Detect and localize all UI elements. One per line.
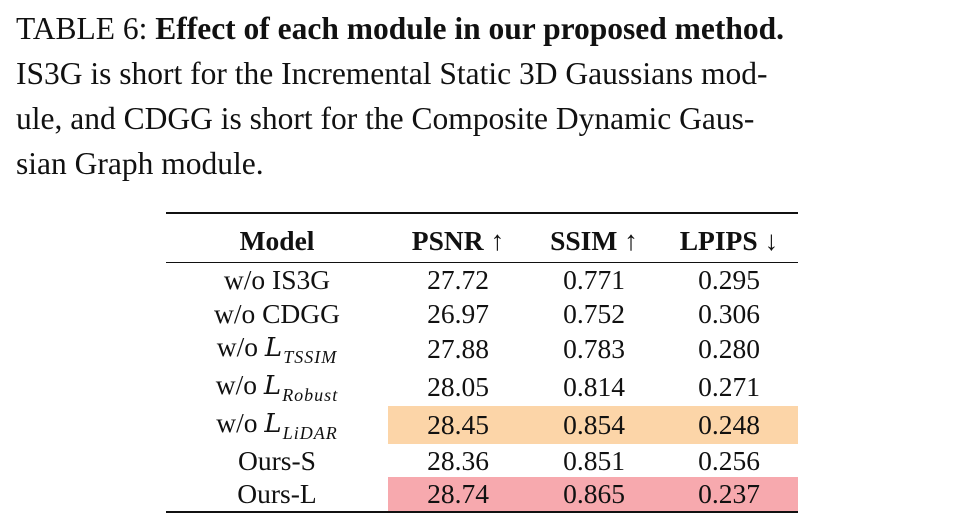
table-row: w/o CDGG 26.97 0.752 0.306 bbox=[166, 297, 798, 331]
model-cell: Ours-L bbox=[166, 477, 388, 512]
ssim-cell: 0.814 bbox=[563, 371, 625, 403]
loss-subscript: TSSIM bbox=[283, 347, 338, 368]
table-row: Ours-S 28.36 0.851 0.256 bbox=[166, 444, 798, 478]
caption-line-4: sian Graph module. bbox=[16, 146, 264, 181]
model-cell: w/o LLiDAR bbox=[166, 406, 388, 444]
model-cell: w/o CDGG bbox=[166, 297, 388, 331]
psnr-cell: 28.36 bbox=[427, 444, 489, 476]
loss-symbol: L bbox=[264, 408, 283, 439]
results-table-wrapper: Model PSNR ↑ SSIM ↑ LPIPS ↓ w/o IS3G 27.… bbox=[166, 212, 798, 513]
header-model: Model bbox=[239, 225, 315, 256]
loss-subscript: LiDAR bbox=[282, 422, 338, 443]
psnr-cell-best: 28.74 bbox=[388, 477, 528, 512]
table-row: w/o IS3G 27.72 0.771 0.295 bbox=[166, 263, 798, 297]
model-name: Ours-L bbox=[237, 478, 317, 510]
loss-symbol: L bbox=[263, 371, 283, 402]
caption-title: Effect of each module in our proposed me… bbox=[155, 11, 785, 46]
lpips-cell: 0.271 bbox=[698, 371, 760, 403]
model-prefix: w/o bbox=[216, 406, 265, 438]
lpips-cell-best: 0.237 bbox=[660, 477, 798, 512]
caption-line-3: ule, and CDGG is short for the Composite… bbox=[16, 101, 755, 136]
header-lpips: LPIPS ↓ bbox=[679, 225, 779, 256]
psnr-cell: 27.72 bbox=[427, 264, 489, 295]
model-name: w/o CDGG bbox=[213, 297, 341, 329]
loss-subscript: Robust bbox=[282, 385, 339, 406]
ablation-table: Model PSNR ↑ SSIM ↑ LPIPS ↓ w/o IS3G 27.… bbox=[166, 212, 798, 513]
caption-line-1: TABLE 6: Effect of each module in our pr… bbox=[16, 6, 966, 51]
table-row: w/o LRobust 28.05 0.814 0.271 bbox=[166, 368, 798, 406]
model-cell: w/o LRobust bbox=[166, 368, 388, 406]
caption-label: TABLE 6: bbox=[16, 11, 148, 46]
model-prefix: w/o bbox=[215, 369, 264, 401]
table-caption: TABLE 6: Effect of each module in our pr… bbox=[16, 6, 966, 186]
lpips-cell-second-best: 0.248 bbox=[660, 405, 798, 444]
psnr-cell-second-best: 28.45 bbox=[388, 405, 528, 444]
lpips-cell: 0.280 bbox=[698, 333, 760, 365]
lpips-cell: 0.256 bbox=[698, 444, 760, 476]
header-psnr: PSNR ↑ bbox=[411, 225, 505, 256]
caption-line-2: IS3G is short for the Incremental Static… bbox=[16, 56, 768, 91]
lpips-cell: 0.306 bbox=[698, 297, 760, 329]
lpips-cell: 0.295 bbox=[698, 264, 760, 295]
loss-symbol: L bbox=[264, 333, 284, 364]
psnr-cell: 26.97 bbox=[427, 297, 489, 329]
model-cell: w/o IS3G bbox=[166, 263, 388, 297]
ssim-cell-second-best: 0.854 bbox=[528, 405, 660, 444]
ssim-cell: 0.851 bbox=[563, 444, 625, 476]
model-cell: Ours-S bbox=[166, 444, 388, 478]
psnr-cell: 28.05 bbox=[427, 371, 489, 403]
table-row: Ours-L 28.74 0.865 0.237 bbox=[166, 477, 798, 512]
ssim-cell: 0.783 bbox=[563, 333, 625, 365]
psnr-cell: 27.88 bbox=[427, 333, 489, 365]
header-ssim: SSIM ↑ bbox=[550, 225, 638, 256]
model-name: w/o IS3G bbox=[223, 264, 331, 295]
table-row: w/o LLiDAR 28.45 0.854 0.248 bbox=[166, 405, 798, 444]
table-row: w/o LTSSIM 27.88 0.783 0.280 bbox=[166, 330, 798, 368]
table-header-row: Model PSNR ↑ SSIM ↑ LPIPS ↓ bbox=[166, 213, 798, 263]
model-name: Ours-S bbox=[238, 444, 316, 476]
ssim-cell-best: 0.865 bbox=[528, 477, 660, 512]
ssim-cell: 0.771 bbox=[563, 264, 625, 295]
model-cell: w/o LTSSIM bbox=[166, 330, 388, 368]
ssim-cell: 0.752 bbox=[563, 297, 625, 329]
model-prefix: w/o bbox=[216, 331, 265, 363]
